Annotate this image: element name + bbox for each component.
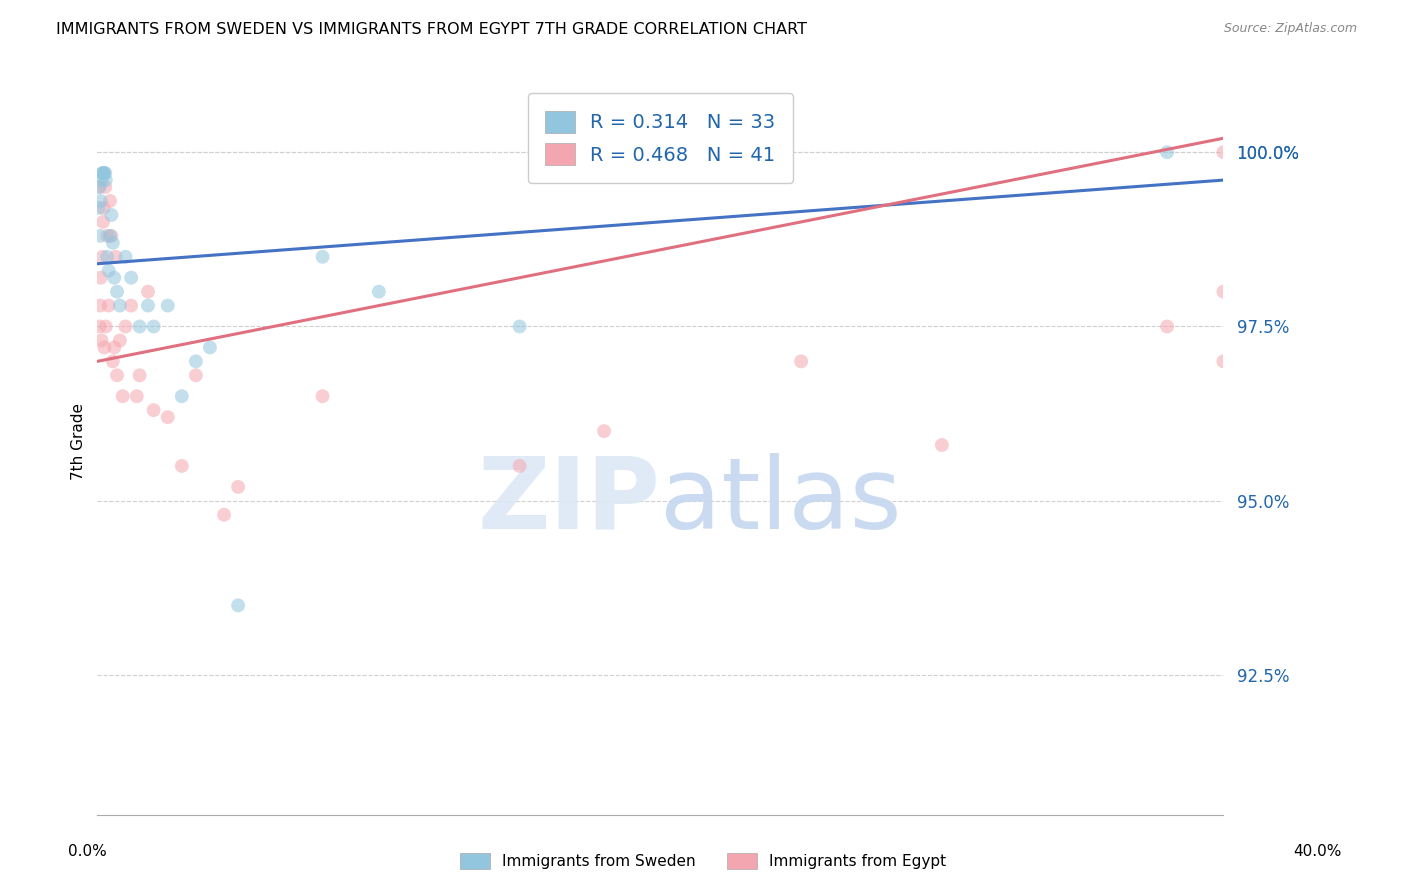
Point	[89, 180, 111, 194]
Point	[97, 263, 120, 277]
Point	[94, 319, 117, 334]
Point	[111, 389, 134, 403]
Text: IMMIGRANTS FROM SWEDEN VS IMMIGRANTS FROM EGYPT 7TH GRADE CORRELATION CHART: IMMIGRANTS FROM SWEDEN VS IMMIGRANTS FRO…	[56, 22, 807, 37]
Point	[198, 340, 221, 354]
Point	[89, 319, 111, 334]
Text: 40.0%: 40.0%	[1294, 845, 1341, 859]
Point	[1212, 145, 1234, 160]
Point	[790, 354, 813, 368]
Point	[311, 389, 333, 403]
Point	[91, 250, 114, 264]
Point	[98, 194, 121, 208]
Point	[91, 215, 114, 229]
Y-axis label: 7th Grade: 7th Grade	[72, 403, 86, 480]
Point	[91, 166, 114, 180]
Point	[104, 250, 127, 264]
Text: ZIP: ZIP	[478, 453, 661, 549]
Point	[103, 340, 125, 354]
Point	[89, 299, 111, 313]
Point	[367, 285, 389, 299]
Point	[93, 340, 115, 354]
Text: atlas: atlas	[661, 453, 903, 549]
Point	[103, 270, 125, 285]
Point	[90, 270, 112, 285]
Point	[142, 403, 165, 417]
Point	[311, 250, 333, 264]
Point	[1212, 285, 1234, 299]
Point	[184, 354, 207, 368]
Point	[101, 354, 124, 368]
Legend: Immigrants from Sweden, Immigrants from Egypt: Immigrants from Sweden, Immigrants from …	[454, 847, 952, 875]
Point	[120, 270, 142, 285]
Point	[93, 166, 115, 180]
Point	[87, 201, 110, 215]
Point	[170, 458, 193, 473]
Point	[1156, 145, 1178, 160]
Point	[125, 389, 148, 403]
Legend: R = 0.314   N = 33, R = 0.468   N = 41: R = 0.314 N = 33, R = 0.468 N = 41	[529, 93, 793, 183]
Point	[108, 334, 131, 348]
Point	[98, 228, 121, 243]
Point	[114, 250, 136, 264]
Point	[89, 228, 111, 243]
Point	[108, 299, 131, 313]
Point	[93, 201, 115, 215]
Point	[94, 180, 117, 194]
Point	[94, 173, 117, 187]
Point	[120, 299, 142, 313]
Point	[184, 368, 207, 383]
Point	[226, 599, 249, 613]
Point	[136, 285, 159, 299]
Point	[1156, 319, 1178, 334]
Point	[1212, 354, 1234, 368]
Point	[509, 319, 531, 334]
Point	[156, 299, 179, 313]
Point	[96, 228, 118, 243]
Point	[509, 458, 531, 473]
Point	[87, 180, 110, 194]
Point	[931, 438, 953, 452]
Point	[94, 166, 117, 180]
Point	[97, 299, 120, 313]
Point	[90, 194, 112, 208]
Point	[170, 389, 193, 403]
Point	[156, 410, 179, 425]
Text: Source: ZipAtlas.com: Source: ZipAtlas.com	[1223, 22, 1357, 36]
Text: 0.0%: 0.0%	[67, 845, 107, 859]
Point	[105, 285, 128, 299]
Point	[593, 424, 616, 438]
Point	[128, 368, 150, 383]
Point	[101, 235, 124, 250]
Point	[100, 228, 122, 243]
Point	[100, 208, 122, 222]
Point	[212, 508, 235, 522]
Point	[96, 250, 118, 264]
Point	[114, 319, 136, 334]
Point	[142, 319, 165, 334]
Point	[105, 368, 128, 383]
Point	[128, 319, 150, 334]
Point	[90, 334, 112, 348]
Point	[136, 299, 159, 313]
Point	[90, 173, 112, 187]
Point	[93, 166, 115, 180]
Point	[91, 166, 114, 180]
Point	[226, 480, 249, 494]
